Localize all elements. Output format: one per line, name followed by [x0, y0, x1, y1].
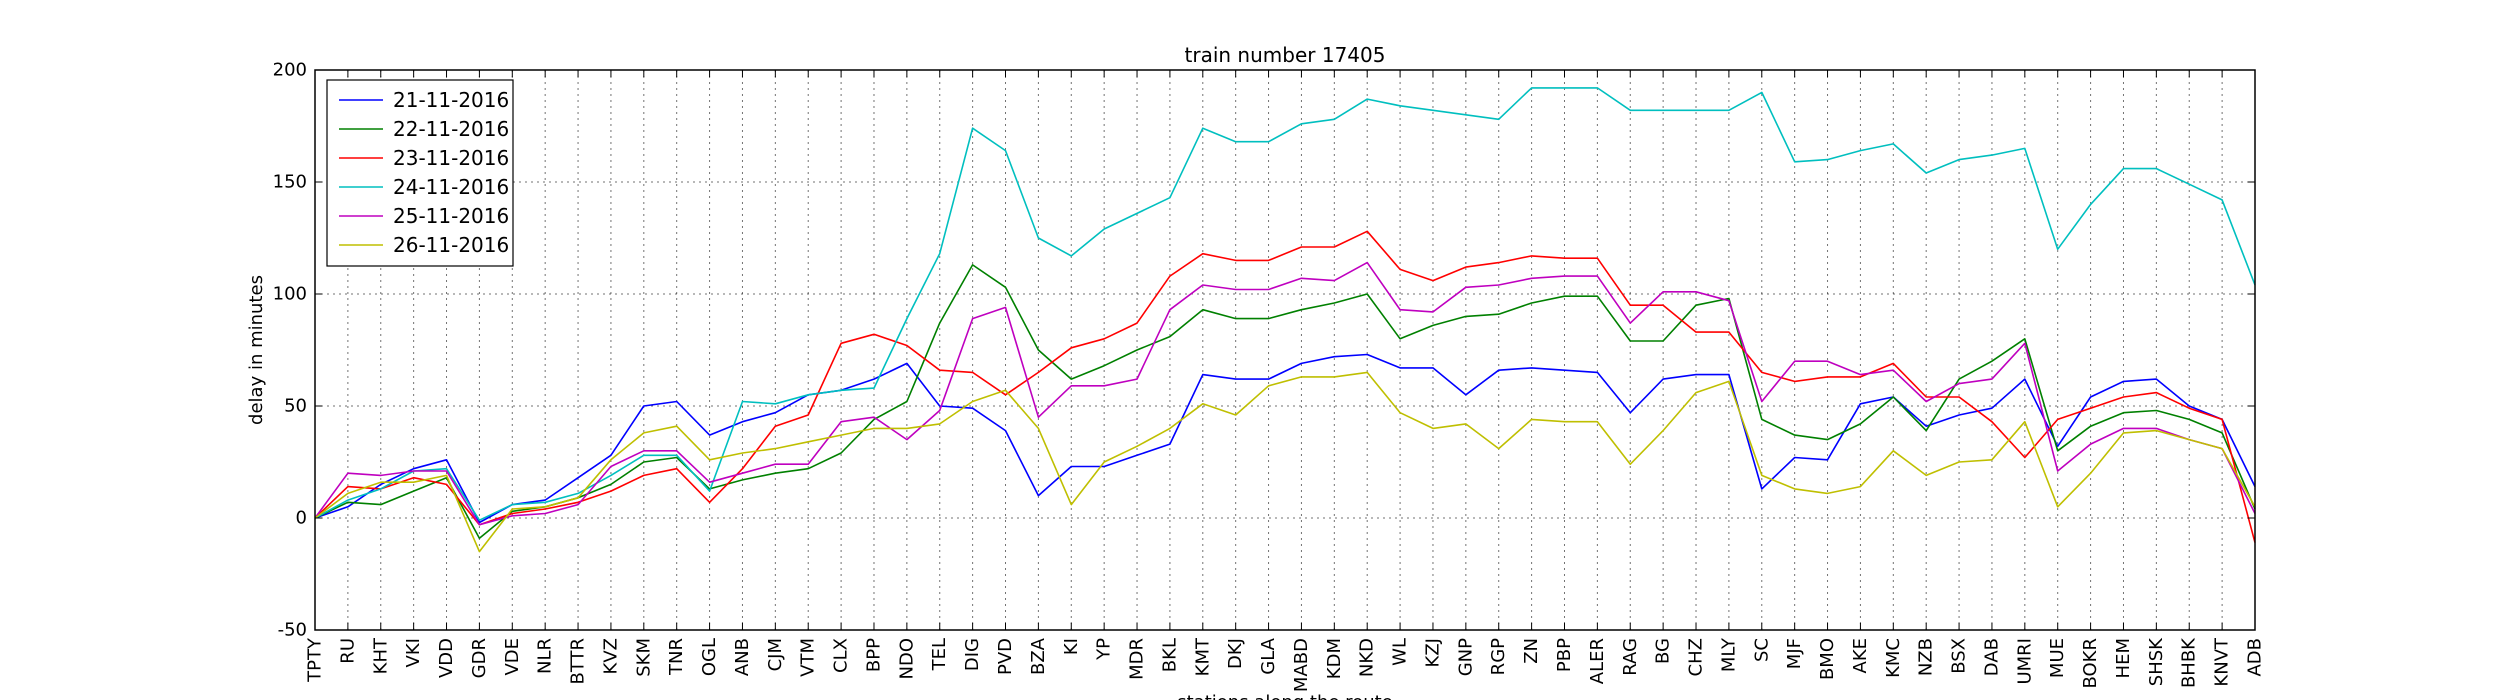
x-tick-label: KMT [1192, 637, 1213, 676]
x-tick-label: SKM [633, 638, 654, 677]
x-tick-label: SHSK [2146, 637, 2167, 686]
x-tick-label: KNVT [2212, 637, 2233, 687]
x-tick-label: BOKR [2080, 638, 2101, 689]
legend-box [326, 79, 514, 267]
series-line-23-11-2016 [314, 230, 2256, 543]
series-line-22-11-2016 [314, 264, 2256, 540]
x-tick-label: MDR [1127, 638, 1148, 680]
x-tick-label: BG [1653, 638, 1674, 664]
x-tick-label: KDM [1324, 638, 1345, 679]
x-tick-label: MLY [1718, 637, 1739, 672]
y-tick-label: 0 [296, 508, 307, 529]
y-tick-label: -50 [278, 620, 307, 641]
x-tick-label: ALER [1587, 638, 1608, 684]
plot-frame [314, 69, 2256, 631]
x-tick-label: DKJ [1225, 638, 1246, 669]
x-tick-label: KZJ [1422, 638, 1443, 667]
x-tick-label: SC [1751, 638, 1772, 662]
x-tick-label: DIG [962, 638, 983, 671]
x-tick-label: RGP [1488, 638, 1509, 675]
x-tick-label: OGL [699, 638, 720, 676]
x-tick-label: MABD [1291, 638, 1312, 692]
x-tick-label: MJF [1784, 638, 1805, 669]
x-tick-label: AKE [1850, 638, 1871, 674]
x-tick-label: YP [1094, 638, 1115, 661]
x-tick-label: BMO [1817, 638, 1838, 680]
series-line-21-11-2016 [314, 353, 2256, 524]
legend: 21-11-2016 22-11-2016 23-11-2016 24-11-2016… [326, 79, 514, 267]
axis-ticks: TPTY RU KHT VKI VDD GDR VDE NLR BTTR KVZ SKM TNR OGL… [273, 60, 2266, 693]
legend-entry: 21-11-2016 [393, 88, 509, 112]
x-tick-label: CLX [831, 638, 852, 673]
x-tick-label: WL [1390, 638, 1411, 666]
x-tick-label: NZB [1916, 638, 1937, 676]
x-tick-label: BKL [1159, 638, 1180, 672]
x-tick-label: MUE [2047, 638, 2068, 678]
x-tick-label: GDR [469, 638, 490, 678]
x-tick-label: VTM [798, 638, 819, 677]
x-tick-label: BTTR [568, 638, 589, 685]
x-tick-label: VDE [502, 638, 523, 676]
x-tick-label: TPTY [305, 637, 326, 683]
x-tick-label: UMRI [2014, 638, 2035, 685]
y-tick-label: 200 [273, 60, 307, 81]
series-lines [314, 87, 2256, 553]
x-tick-label: GLA [1258, 637, 1279, 674]
legend-entry: 26-11-2016 [393, 233, 509, 257]
x-tick-label: ANB [732, 638, 753, 676]
series-line-24-11-2016 [314, 87, 2256, 522]
x-tick-label: PBP [1554, 638, 1575, 672]
legend-entry: 24-11-2016 [393, 175, 509, 199]
y-axis-label: delay in minutes [246, 275, 267, 425]
x-tick-label: PVD [995, 638, 1016, 675]
x-tick-label: ZN [1521, 638, 1542, 664]
legend-entry: 25-11-2016 [393, 204, 509, 228]
x-tick-label: VKI [403, 638, 424, 667]
x-tick-label: KHT [370, 637, 391, 674]
x-tick-label: KMC [1883, 638, 1904, 678]
x-tick-label: NDO [896, 638, 917, 680]
legend-entry: 22-11-2016 [393, 117, 509, 141]
x-tick-label: NLR [535, 638, 556, 674]
chart-title: train number 17405 [1185, 43, 1386, 67]
x-tick-label: TNR [666, 638, 687, 676]
x-tick-label: ADB [2245, 638, 2266, 677]
x-tick-label: BPP [863, 638, 884, 672]
series-line-26-11-2016 [314, 371, 2256, 553]
x-tick-label: GNP [1455, 638, 1476, 676]
x-tick-label: KI [1061, 638, 1082, 655]
x-tick-label: NKD [1357, 638, 1378, 677]
series-line-25-11-2016 [314, 261, 2256, 526]
y-tick-label: 100 [273, 284, 307, 305]
x-tick-label: RAG [1620, 638, 1641, 676]
legend-entry: 23-11-2016 [393, 146, 509, 170]
x-tick-label: BSX [1949, 638, 1970, 674]
x-tick-label: HEM [2113, 638, 2134, 678]
x-tick-label: RU [337, 638, 358, 664]
x-tick-label: BHBK [2179, 637, 2200, 688]
x-tick-label: CHZ [1686, 638, 1707, 676]
plot-background [315, 70, 2255, 630]
x-tick-label: CJM [765, 638, 786, 671]
x-tick-label: TEL [929, 638, 950, 671]
y-tick-label: 150 [273, 172, 307, 193]
x-tick-label: KVZ [600, 638, 621, 674]
x-tick-label: VDD [436, 638, 457, 678]
y-tick-label: 50 [284, 396, 307, 417]
x-axis-label: stations along the route [1177, 692, 1392, 700]
x-tick-label: BZA [1028, 637, 1049, 675]
x-tick-label: DAB [1981, 638, 2002, 676]
